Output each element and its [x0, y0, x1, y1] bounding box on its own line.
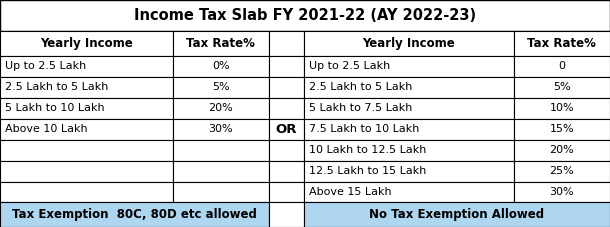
Bar	[304, 31, 514, 56]
Bar	[269, 182, 304, 202]
Bar	[304, 140, 514, 160]
Text: 5 Lakh to 7.5 Lakh: 5 Lakh to 7.5 Lakh	[309, 103, 412, 113]
Bar	[269, 56, 304, 77]
Bar	[0, 119, 173, 140]
Bar	[269, 160, 304, 182]
Bar	[173, 182, 269, 202]
Text: Yearly Income: Yearly Income	[362, 37, 455, 50]
Text: Above 15 Lakh: Above 15 Lakh	[309, 187, 392, 197]
Text: Tax Exemption  80C, 80D etc allowed: Tax Exemption 80C, 80D etc allowed	[12, 208, 257, 221]
Text: 10%: 10%	[550, 103, 574, 113]
Bar	[269, 98, 304, 119]
Bar	[173, 77, 269, 98]
Bar	[0, 202, 269, 227]
Bar	[0, 98, 173, 119]
Bar	[304, 160, 514, 182]
Bar	[0, 160, 173, 182]
Bar	[514, 182, 610, 202]
Bar	[269, 119, 304, 140]
Text: 2.5 Lakh to 5 Lakh: 2.5 Lakh to 5 Lakh	[309, 82, 412, 92]
Bar	[269, 31, 304, 56]
Bar	[304, 119, 514, 140]
Text: 30%: 30%	[209, 124, 233, 134]
Bar	[0, 140, 173, 160]
Bar	[0, 31, 173, 56]
Bar	[173, 119, 269, 140]
Text: 5 Lakh to 10 Lakh: 5 Lakh to 10 Lakh	[5, 103, 104, 113]
Bar	[514, 98, 610, 119]
Bar	[269, 140, 304, 160]
Bar	[173, 56, 269, 77]
Text: 10 Lakh to 12.5 Lakh: 10 Lakh to 12.5 Lakh	[309, 145, 426, 155]
Text: Up to 2.5 Lakh: Up to 2.5 Lakh	[309, 61, 390, 71]
Bar	[304, 77, 514, 98]
Bar	[514, 77, 610, 98]
Text: 30%: 30%	[550, 187, 574, 197]
Text: Above 10 Lakh: Above 10 Lakh	[5, 124, 87, 134]
Bar	[304, 56, 514, 77]
Bar	[514, 56, 610, 77]
Text: 5%: 5%	[212, 82, 229, 92]
Text: 2.5 Lakh to 5 Lakh: 2.5 Lakh to 5 Lakh	[5, 82, 108, 92]
Bar	[269, 202, 304, 227]
Text: Yearly Income: Yearly Income	[40, 37, 132, 50]
Text: OR: OR	[276, 123, 297, 136]
Text: 20%: 20%	[209, 103, 233, 113]
Bar	[304, 182, 514, 202]
Text: Tax Rate%: Tax Rate%	[528, 37, 596, 50]
Text: 0: 0	[558, 61, 565, 71]
Bar	[514, 140, 610, 160]
Bar	[0, 77, 173, 98]
Text: Up to 2.5 Lakh: Up to 2.5 Lakh	[5, 61, 86, 71]
Text: 0%: 0%	[212, 61, 229, 71]
Text: 25%: 25%	[550, 166, 574, 176]
Text: Tax Rate%: Tax Rate%	[186, 37, 255, 50]
Text: No Tax Exemption Allowed: No Tax Exemption Allowed	[370, 208, 545, 221]
Text: 5%: 5%	[553, 82, 570, 92]
Bar	[514, 31, 610, 56]
Bar	[514, 119, 610, 140]
Bar	[173, 98, 269, 119]
Text: 15%: 15%	[550, 124, 574, 134]
Bar	[304, 202, 610, 227]
Bar	[0, 56, 173, 77]
Bar	[0, 0, 610, 31]
Bar	[173, 31, 269, 56]
Bar	[304, 98, 514, 119]
Bar	[269, 77, 304, 98]
Bar	[173, 140, 269, 160]
Bar	[514, 160, 610, 182]
Text: 20%: 20%	[550, 145, 574, 155]
Text: 12.5 Lakh to 15 Lakh: 12.5 Lakh to 15 Lakh	[309, 166, 426, 176]
Text: Income Tax Slab FY 2021-22 (AY 2022-23): Income Tax Slab FY 2021-22 (AY 2022-23)	[134, 8, 476, 23]
Text: 7.5 Lakh to 10 Lakh: 7.5 Lakh to 10 Lakh	[309, 124, 419, 134]
Bar	[173, 160, 269, 182]
Bar	[0, 182, 173, 202]
